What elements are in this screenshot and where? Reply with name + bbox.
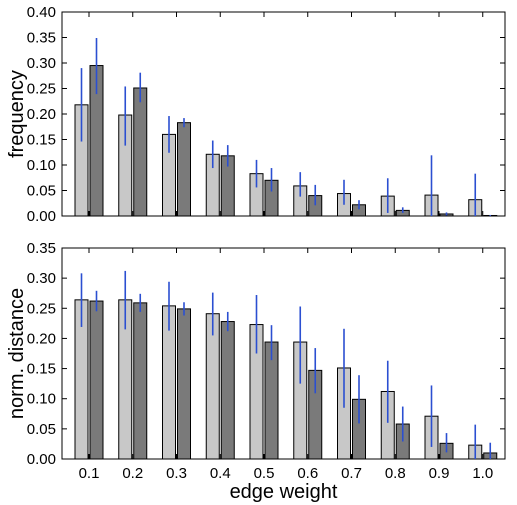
y-tick-label: 0.15: [27, 361, 56, 378]
y-tick-label: 0.20: [27, 330, 56, 347]
y-tick-label: 0.25: [27, 81, 56, 98]
y-tick-label: 0.20: [27, 106, 56, 123]
y-tick-label: 0.00: [27, 451, 56, 468]
x-tick-label: 0.9: [429, 465, 450, 482]
bar-series-2-0.3: [177, 308, 191, 460]
x-axis-label: edge weight: [230, 481, 338, 503]
norm-distance-panel: 0.00 0.05 0.10 0.15 0.20 0.25 0.30 0.35 norm. di…: [6, 240, 506, 503]
x-tick-label: 0.6: [297, 465, 318, 482]
y-tick-label: 0.25: [27, 300, 56, 317]
y-tick-label: 0.30: [27, 55, 56, 72]
bar-series-2-0.3: [177, 122, 191, 217]
y-tick-label: 0.10: [27, 157, 56, 174]
x-tick-label: 1.0: [472, 465, 493, 482]
axes-frame: [61, 247, 506, 460]
y-tick-label: 0.05: [27, 183, 56, 200]
y-tick-label: 0.35: [27, 30, 56, 47]
y-tick-label: 0.15: [27, 132, 56, 149]
y-tick-label: 0.05: [27, 421, 56, 438]
y-tick-label: 0.10: [27, 391, 56, 408]
frequency-panel: 0.00 0.05 0.10 0.15 0.20 0.25 0.30 0.35 0.40 freq…: [6, 4, 506, 225]
bar-series-2-0.2: [133, 302, 148, 460]
y-tick-label: 0.35: [27, 240, 56, 257]
y-tick-label: 0.40: [27, 4, 56, 21]
bar-series-2-0.1: [89, 300, 104, 460]
x-tick-label: 0.3: [166, 465, 187, 482]
x-tick-label: 0.8: [385, 465, 406, 482]
bar-series-1-0.4: [205, 313, 220, 460]
x-tick-label: 0.5: [254, 465, 275, 482]
bar-series-2-0.4: [220, 321, 235, 460]
x-tick-label: 0.7: [341, 465, 362, 482]
y-axis-label: frequency: [6, 70, 28, 158]
y-tick-label: 0.00: [27, 208, 56, 225]
x-tick-label: 0.2: [122, 465, 143, 482]
y-tick-label: 0.30: [27, 270, 56, 287]
x-tick-label: 0.4: [210, 465, 231, 482]
x-tick-label: 0.1: [79, 465, 100, 482]
y-axis-label: norm. distance: [6, 288, 28, 419]
bar-series-2-0.2: [133, 87, 148, 217]
